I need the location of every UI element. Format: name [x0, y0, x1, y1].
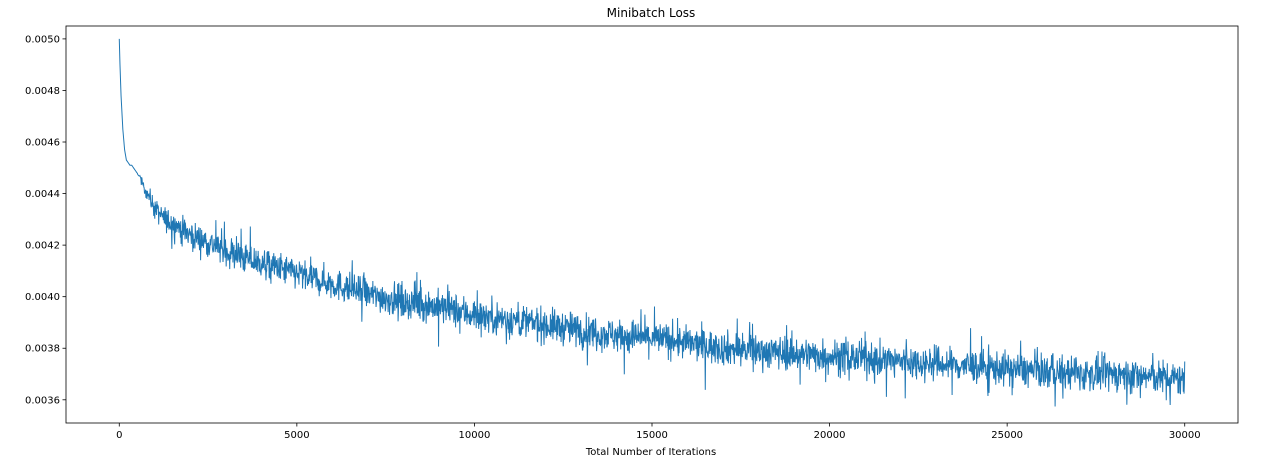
x-tick-label: 5000: [284, 430, 309, 441]
series-line-minibatch-loss: [118, 38, 1186, 407]
x-tick-label: 15000: [636, 430, 668, 441]
x-axis-ticks: 0 5000 10000 15000 20000 25000 30000: [116, 423, 1201, 441]
y-tick-label: 0.0036: [25, 395, 60, 406]
y-tick-label: 0.0038: [25, 344, 60, 355]
plot-frame: [65, 25, 1239, 424]
x-tick-label: 20000: [814, 430, 846, 441]
x-tick-label: 10000: [459, 430, 491, 441]
y-axis-ticks: 0.0036 0.0038 0.0040 0.0042 0.0044 0.0046 0.00…: [25, 34, 66, 406]
chart-title: Minibatch Loss: [607, 6, 696, 20]
x-tick-label: 0: [116, 430, 122, 441]
plot-region: [118, 38, 1186, 407]
y-tick-label: 0.0040: [25, 292, 60, 303]
x-tick-label: 30000: [1169, 430, 1201, 441]
y-tick-label: 0.0042: [25, 241, 60, 252]
y-tick-label: 0.0044: [25, 189, 60, 200]
y-tick-label: 0.0048: [25, 86, 60, 97]
x-tick-label: 25000: [991, 430, 1023, 441]
x-axis-label: Total Number of Iterations: [585, 447, 716, 458]
y-tick-label: 0.0050: [25, 34, 60, 45]
y-tick-label: 0.0046: [25, 138, 60, 149]
